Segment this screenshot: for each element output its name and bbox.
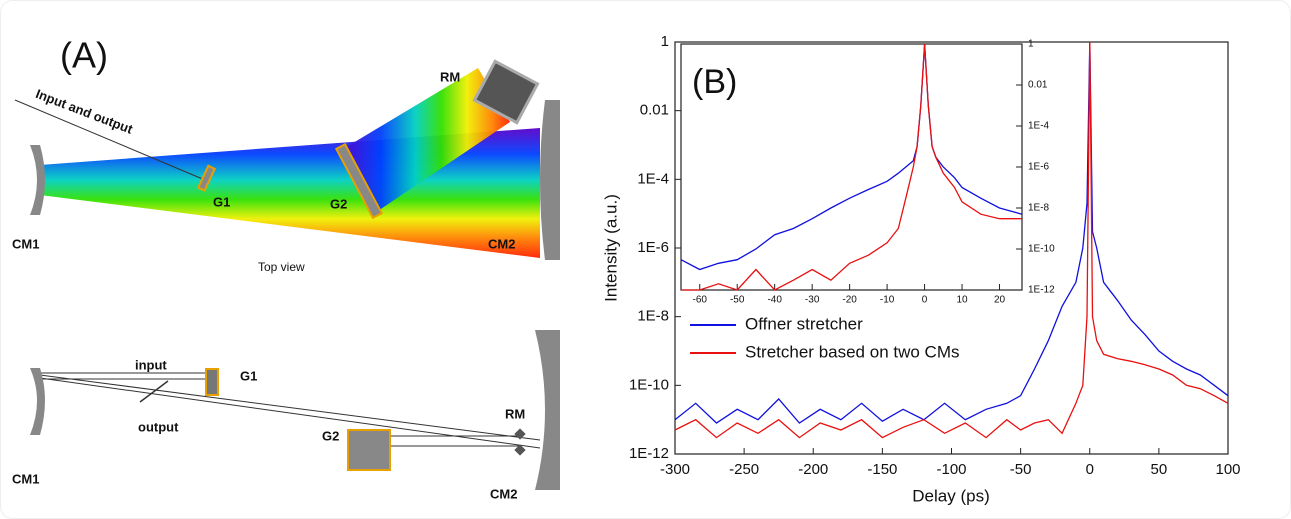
x-tick-label: -30 xyxy=(805,295,820,306)
label: CM2 xyxy=(488,236,515,251)
series-line xyxy=(681,43,1022,291)
y-axis-label: Intensity (a.u.) xyxy=(601,194,620,302)
panel-label: (A) xyxy=(60,35,108,76)
y-tick-label: 1 xyxy=(661,33,669,50)
series-line xyxy=(674,41,1229,439)
top-view-diagram xyxy=(14,59,560,260)
y-tick-label: 1E-8 xyxy=(637,308,669,325)
series-line xyxy=(674,41,1229,424)
legend-label: Stretcher based on two CMs xyxy=(745,342,959,361)
x-tick-label: 100 xyxy=(1215,461,1240,478)
y-tick-label: 1E-12 xyxy=(1028,285,1055,296)
x-tick-label: 10 xyxy=(956,295,968,306)
label: G2 xyxy=(330,196,347,211)
y-tick-label: 1E-10 xyxy=(629,376,669,393)
x-tick-label: -20 xyxy=(842,295,857,306)
label: RM xyxy=(440,69,460,84)
label: input xyxy=(135,357,167,372)
x-tick-label: -10 xyxy=(880,295,895,306)
x-tick-label: 20 xyxy=(994,295,1006,306)
panel-label: (B) xyxy=(692,63,737,101)
x-tick-label: -50 xyxy=(1010,461,1032,478)
y-tick-label: 1E-8 xyxy=(1028,203,1050,214)
x-tick-label: -40 xyxy=(767,295,782,306)
x-tick-label: -100 xyxy=(936,461,966,478)
x-tick-label: -60 xyxy=(693,295,708,306)
y-tick-label: 0.01 xyxy=(640,102,669,119)
label: CM2 xyxy=(490,486,517,501)
x-tick-label: -200 xyxy=(798,461,828,478)
x-tick-label: 0 xyxy=(922,295,928,306)
x-tick-label: -150 xyxy=(867,461,897,478)
caption: Top view xyxy=(258,260,305,274)
x-tick-label: -250 xyxy=(729,461,759,478)
label: G1 xyxy=(240,368,257,383)
x-tick-label: -50 xyxy=(730,295,745,306)
y-tick-label: 1E-6 xyxy=(1028,162,1050,173)
y-tick-label: 1E-4 xyxy=(637,170,669,187)
label: output xyxy=(138,419,179,434)
label: RM xyxy=(505,406,525,421)
label: CM1 xyxy=(12,236,39,251)
plot-frame xyxy=(680,43,1023,291)
label: G1 xyxy=(213,194,230,209)
y-tick-label: 1E-12 xyxy=(629,445,669,462)
y-tick-label: 1E-6 xyxy=(637,239,669,256)
y-tick-label: 1 xyxy=(1028,39,1034,50)
legend-label: Offner stretcher xyxy=(745,314,863,333)
x-tick-label: 0 xyxy=(1086,461,1094,478)
y-tick-label: 1E-4 xyxy=(1028,121,1050,132)
series-line xyxy=(680,43,1023,271)
x-axis-label: Delay (ps) xyxy=(912,486,989,505)
y-tick-label: 1E-10 xyxy=(1028,244,1055,255)
x-tick-label: -300 xyxy=(660,461,690,478)
side-view-diagram xyxy=(30,330,560,490)
label: G2 xyxy=(322,428,339,443)
plots: -300 -250 -200 -150 -100 -50 0 50 1001E-121E-101… xyxy=(601,33,1240,506)
y-tick-label: 0.01 xyxy=(1028,80,1048,91)
label: CM1 xyxy=(12,471,39,486)
x-tick-label: 50 xyxy=(1151,461,1168,478)
